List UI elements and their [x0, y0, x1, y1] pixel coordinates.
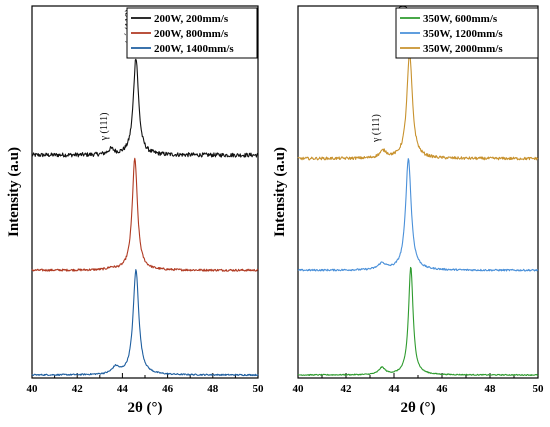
y-axis-title-right: Intensity (a.u): [272, 147, 288, 237]
series-line-left-1: [31, 157, 259, 272]
series-line-right-2: [297, 52, 539, 161]
series-line-left-0: [31, 58, 259, 158]
x-tick-label-left: 44: [117, 383, 129, 395]
series-line-right-0: [297, 266, 539, 377]
x-tick-label-right: 46: [437, 383, 449, 395]
legend-label-right-0: 350W, 600mm/s: [423, 13, 498, 25]
x-tick-label-left: 46: [162, 383, 174, 395]
x-tick-label-left: 50: [253, 383, 265, 395]
x-tick-label-left: 42: [72, 383, 84, 395]
legend-label-left-1: 200W, 800mm/s: [154, 28, 229, 40]
legend-label-right-1: 350W, 1200mm/s: [423, 28, 503, 40]
x-axis-title-left: 2θ (°): [127, 400, 162, 416]
x-tick-label-right: 44: [389, 383, 401, 395]
legend-label-left-2: 200W, 1400mm/s: [154, 43, 234, 55]
x-tick-label-right: 40: [293, 383, 305, 395]
x-tick-label-left: 40: [27, 383, 39, 395]
x-tick-label-right: 42: [341, 383, 353, 395]
peak-annotation-right-0: γ (111): [371, 114, 382, 143]
x-tick-label-left: 48: [207, 383, 219, 395]
x-tick-label-right: 48: [485, 383, 497, 395]
legend-label-right-2: 350W, 2000mm/s: [423, 43, 503, 55]
plot-frame-right: [297, 5, 539, 379]
y-axis-title-left: Intensity (a.u): [6, 147, 22, 237]
plot-frame-left: [31, 5, 259, 379]
series-line-right-1: [297, 158, 539, 272]
legend-label-left-0: 200W, 200mm/s: [154, 13, 229, 25]
series-line-left-2: [31, 269, 259, 377]
x-tick-label-right: 50: [533, 383, 545, 395]
x-axis-title-right: 2θ (°): [400, 400, 435, 416]
peak-annotation-left-0: γ (111): [99, 113, 110, 142]
